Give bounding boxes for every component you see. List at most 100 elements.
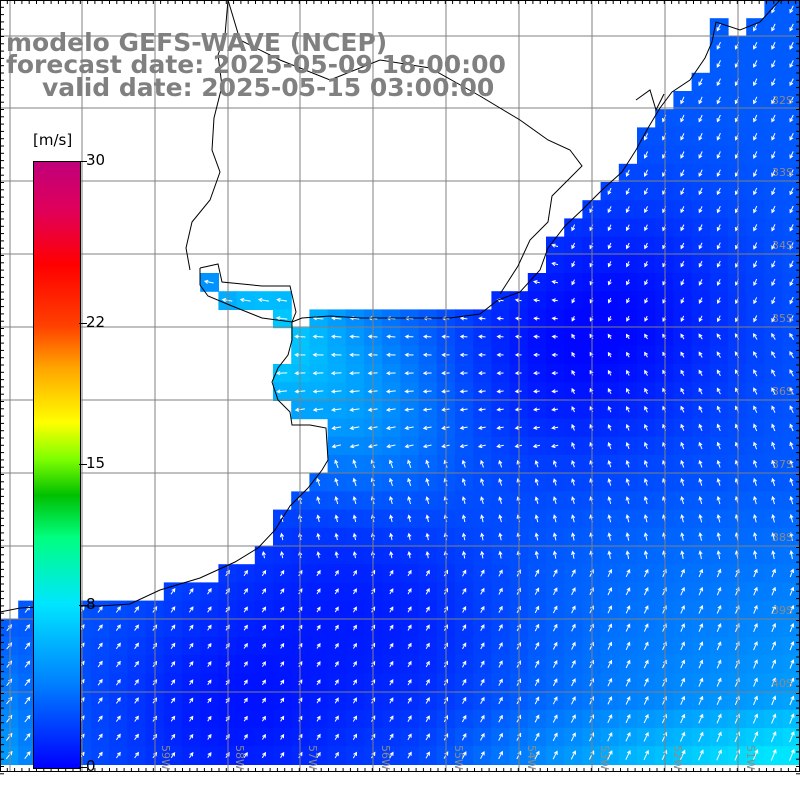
wind-arrow: [97, 624, 103, 631]
wind-arrow: [280, 715, 285, 722]
wind-arrow: [770, 749, 777, 761]
wind-arrow: [789, 659, 795, 669]
wind-arrow: [407, 514, 412, 523]
wind-arrow: [316, 715, 321, 722]
wind-arrow: [97, 715, 103, 722]
wind-arrow: [789, 242, 794, 250]
wind-arrow: [425, 496, 430, 505]
wind-arrow: [425, 514, 430, 523]
wind-arrow: [789, 387, 794, 395]
wind-arrow: [789, 568, 795, 578]
wind-arrow: [643, 496, 648, 505]
wind-arrow: [425, 459, 430, 468]
wind-arrow: [643, 133, 649, 141]
wind-arrow: [571, 532, 576, 541]
wind-arrow: [261, 697, 266, 704]
wind-arrow: [698, 749, 704, 761]
wind-arrow: [170, 606, 176, 613]
wind-arrow: [789, 60, 794, 68]
wind-arrow: [257, 297, 269, 302]
wind-arrow: [789, 677, 795, 687]
wind-arrow: [607, 441, 612, 450]
colorbar-tick-mark: [79, 605, 87, 607]
wind-arrow: [532, 443, 541, 449]
wind-arrow: [789, 713, 795, 724]
wind-arrow: [661, 713, 667, 724]
wind-arrow: [352, 624, 357, 631]
wind-arrow: [625, 514, 630, 523]
wind-arrow: [275, 371, 288, 376]
wind-arrow: [550, 443, 559, 449]
wind-arrow: [386, 352, 396, 358]
wind-arrow: [680, 114, 685, 123]
wind-arrow: [316, 496, 321, 505]
wind-arrow: [570, 714, 576, 723]
wind-arrow: [644, 297, 649, 304]
wind-arrow: [607, 405, 612, 413]
wind-arrow: [716, 532, 721, 541]
wind-arrow: [698, 477, 703, 486]
wind-arrow: [534, 678, 540, 687]
wind-arrow: [644, 261, 648, 268]
wind-arrow: [534, 641, 540, 650]
wind-arrow: [625, 713, 631, 724]
wind-arrow: [625, 206, 630, 214]
wind-arrow: [480, 750, 485, 759]
wind-arrow: [188, 642, 194, 649]
wind-arrow: [789, 187, 794, 196]
wind-arrow: [753, 586, 758, 596]
wind-arrow: [389, 588, 394, 595]
wind-arrow: [188, 587, 194, 595]
wind-arrow: [316, 532, 321, 541]
wind-arrow: [459, 316, 468, 321]
wind-arrow: [753, 114, 758, 123]
wind-arrow: [698, 242, 703, 250]
wind-arrow: [480, 459, 485, 468]
wind-arrow: [534, 732, 540, 742]
wind-arrow: [789, 151, 794, 159]
wind-arrow: [280, 751, 285, 759]
wind-arrow: [716, 23, 721, 32]
wind-arrow: [771, 532, 776, 541]
wind-arrow: [534, 660, 540, 668]
wind-arrow: [331, 316, 342, 321]
wind-arrow: [716, 477, 721, 486]
wind-arrow: [534, 605, 540, 614]
wind-arrow: [498, 532, 503, 541]
wind-arrow: [771, 459, 776, 468]
wind-arrow: [789, 513, 794, 523]
wind-arrow: [425, 678, 430, 686]
wind-arrow: [680, 623, 685, 632]
wind-arrow: [461, 514, 466, 523]
latitude-label: 32S: [772, 94, 793, 107]
wind-arrow: [331, 444, 342, 449]
wind-arrow: [607, 460, 612, 468]
wind-arrow: [496, 425, 504, 430]
wind-arrow: [551, 298, 558, 303]
wind-arrow: [680, 351, 685, 358]
wind-arrow: [789, 114, 794, 123]
wind-arrow: [716, 169, 721, 178]
wind-arrow: [207, 624, 212, 631]
wind-arrow: [334, 532, 339, 541]
wind-arrow: [643, 749, 649, 761]
wind-arrow: [680, 514, 685, 523]
wind-arrow: [552, 514, 557, 523]
wind-arrow: [498, 750, 503, 760]
wind-arrow: [404, 444, 414, 449]
wind-arrow: [459, 334, 468, 339]
country-border: [185, 0, 665, 295]
wind-arrow: [607, 750, 613, 760]
wind-arrow: [771, 60, 776, 68]
wind-arrow: [462, 624, 467, 631]
wind-arrow: [349, 352, 360, 358]
wind-arrow: [243, 642, 248, 649]
colorbar-tick-label: 15: [86, 454, 106, 472]
wind-arrow: [716, 677, 722, 687]
wind-arrow: [425, 606, 430, 613]
wind-arrow: [716, 132, 721, 141]
wind-arrow: [24, 714, 31, 723]
wind-arrow: [280, 733, 285, 740]
wind-arrow: [480, 478, 485, 486]
wind-arrow: [389, 679, 394, 686]
